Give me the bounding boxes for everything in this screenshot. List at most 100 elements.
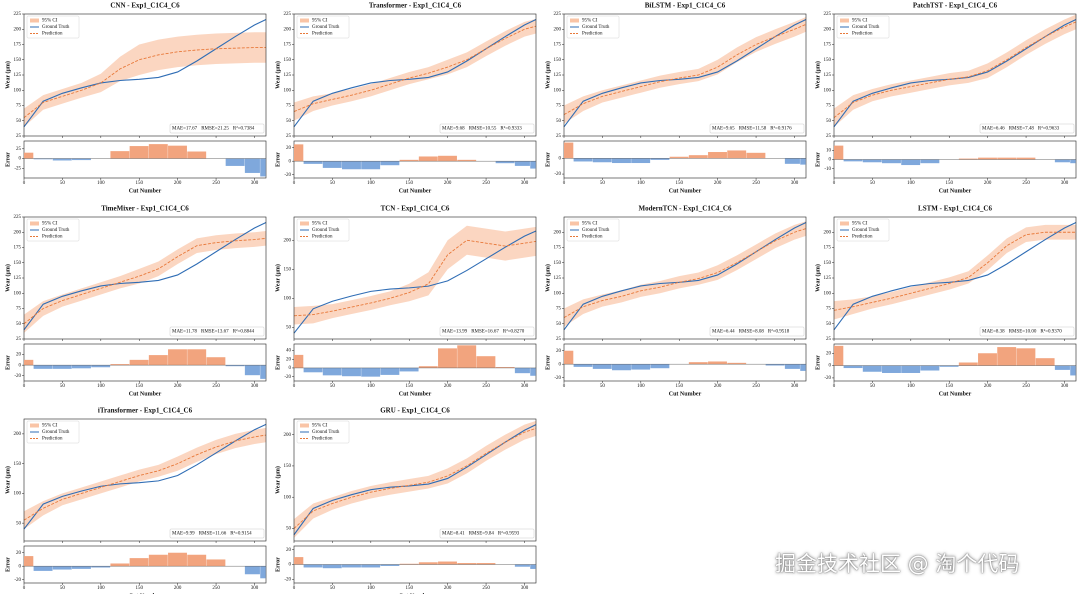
metric: MAE=8.41 — [442, 532, 465, 537]
legend-label: 95% CI — [312, 424, 328, 429]
x-axis-label: Cut Number — [939, 188, 972, 194]
error-bar — [380, 564, 400, 566]
series-line — [563, 23, 807, 116]
x-tick-label: 100 — [907, 181, 915, 186]
error-bar — [650, 364, 670, 369]
chart-title: Transformer - Exp1_C1C4_C6 — [369, 2, 462, 10]
x-tick-label: 250 — [752, 181, 760, 186]
error-bar — [380, 367, 400, 375]
legend-box — [836, 15, 890, 39]
error-bar — [834, 345, 844, 366]
x-axis-label: Cut Number — [129, 391, 162, 397]
error-bar — [72, 365, 91, 369]
x-tick-label: 250 — [212, 586, 220, 591]
legend-box — [836, 218, 890, 242]
error-bar — [168, 552, 187, 567]
x-tick-label: 200 — [444, 384, 452, 389]
error-bar — [882, 159, 901, 164]
chart-title: iTransformer - Exp1_C1C4_C6 — [98, 407, 193, 415]
series-line — [293, 18, 537, 128]
x-tick-label: 250 — [1022, 181, 1030, 186]
error-bar — [206, 559, 226, 567]
legend-label: 95% CI — [582, 222, 598, 227]
metric: R²=0.8844 — [233, 329, 255, 335]
error-y-tick-label: 25 — [16, 147, 22, 152]
error-bar — [52, 566, 72, 570]
error-bar — [129, 558, 149, 567]
y-tick-label: 200 — [554, 230, 562, 235]
x-tick-label: 150 — [405, 586, 413, 591]
metrics: MAE=17.67 RMSE=21.25 R²=0.7384 — [172, 126, 255, 132]
ci-band — [24, 231, 266, 333]
metric: RMSE=8.08 — [739, 330, 765, 335]
metrics: MAE=9.68 RMSE=10.55 R²=0.9333 — [442, 126, 522, 132]
y-tick-label: 175 — [14, 43, 22, 48]
y-tick-label: 150 — [824, 58, 832, 63]
legend-label: 95% CI — [42, 424, 58, 429]
legend-label: Ground Truth — [312, 25, 340, 30]
x-tick-label: 150 — [135, 586, 143, 591]
x-tick-label: 0 — [23, 181, 26, 186]
panel: BiLSTM - Exp1_C1C4_C6 Wear (μm) Error Cut N… — [544, 2, 807, 194]
metrics-box — [169, 123, 265, 134]
error-bar — [1070, 159, 1076, 164]
error-bar — [1016, 157, 1036, 160]
y-tick-label: 175 — [554, 246, 562, 251]
error-bar — [564, 142, 574, 159]
metric: R²=0.9333 — [500, 126, 522, 132]
error-bar — [52, 158, 72, 161]
error-y-tick-label: 0 — [559, 156, 562, 161]
error-bar — [399, 159, 419, 162]
error-bar — [784, 158, 800, 164]
error-axis-label: Error — [815, 152, 821, 167]
y-tick-label: 25 — [16, 337, 22, 342]
x-tick-label: 250 — [212, 181, 220, 186]
error-bar — [727, 150, 747, 159]
y-tick-label: 125 — [824, 73, 832, 78]
error-bar — [457, 159, 477, 162]
panel: TimeMixer - Exp1_C1C4_C6 Wear (μm) Error Cu… — [4, 205, 267, 397]
legend-label: Ground Truth — [42, 430, 70, 435]
error-bar — [399, 367, 419, 372]
chart-title: BiLSTM - Exp1_C1C4_C6 — [645, 2, 726, 10]
x-tick-label: 300 — [521, 384, 529, 389]
chart-title: GRU - Exp1_C1C4_C6 — [380, 407, 450, 415]
error-bar — [612, 158, 631, 164]
error-bar — [342, 367, 361, 377]
x-tick-label: 150 — [945, 384, 953, 389]
error-bar — [727, 362, 747, 365]
error-bar — [1070, 365, 1076, 376]
error-bar — [457, 563, 477, 565]
error-bar — [361, 367, 381, 377]
legend-box — [296, 420, 350, 444]
error-bar — [24, 359, 34, 366]
metric: R²=0.8270 — [503, 329, 525, 335]
x-tick-label: 150 — [135, 181, 143, 186]
legend-label: 95% CI — [312, 19, 328, 24]
legend-label: Prediction — [852, 235, 873, 240]
error-y-tick-label: 0 — [829, 158, 832, 163]
x-tick-label: 300 — [791, 384, 799, 389]
error-bar — [24, 152, 34, 159]
error-bar — [746, 152, 766, 159]
error-bar — [708, 152, 727, 159]
legend-label: Ground Truth — [42, 228, 70, 233]
legend-box — [566, 15, 620, 39]
panel: Transformer - Exp1_C1C4_C6 Wear (μm) Error… — [274, 2, 537, 194]
x-tick-label: 300 — [521, 181, 529, 186]
x-axis-label: Cut Number — [399, 188, 432, 194]
x-tick-label: 200 — [174, 181, 182, 186]
y-tick-label: 150 — [284, 267, 292, 272]
metric: MAE=6.44 — [712, 330, 735, 335]
legend-label: Ground Truth — [312, 228, 340, 233]
legend-label: Ground Truth — [312, 430, 340, 435]
error-bar — [322, 161, 342, 168]
metrics-box — [439, 528, 535, 539]
error-bar — [361, 161, 381, 170]
metrics-box — [709, 326, 805, 337]
